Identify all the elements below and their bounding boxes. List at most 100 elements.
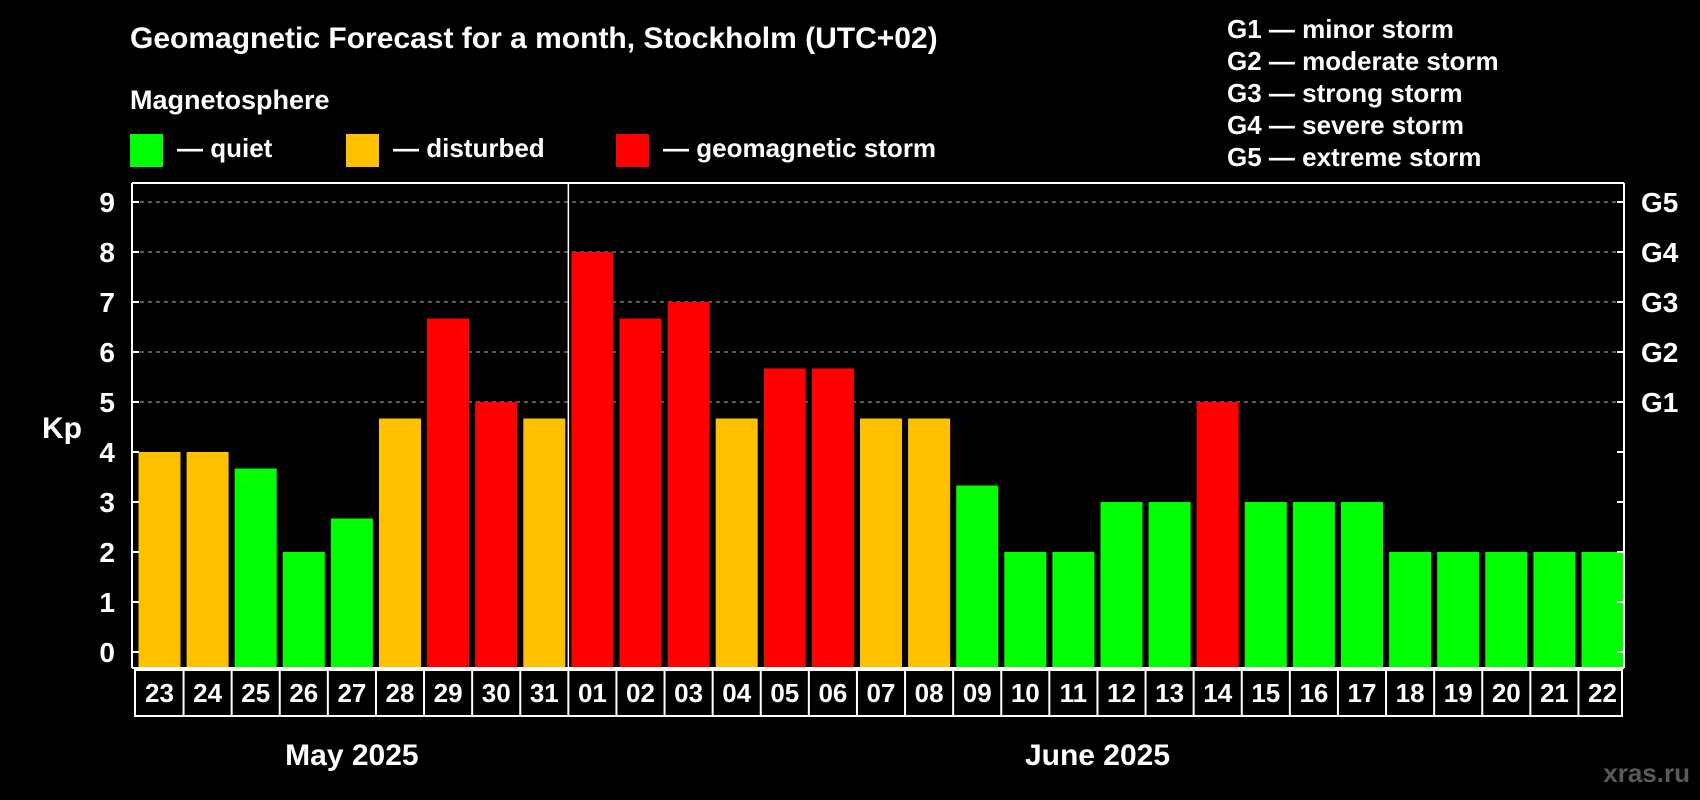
y-tick-label-4: 4	[99, 437, 115, 468]
watermark: xras.ru	[1603, 758, 1690, 788]
bar-13	[1148, 502, 1191, 668]
y-tick-label-1: 1	[99, 587, 115, 618]
day-label-8: 31	[530, 678, 559, 708]
right-label-g3: G3	[1641, 287, 1678, 318]
plot-frame	[131, 182, 1625, 669]
y-tick-label-2: 2	[99, 537, 115, 568]
bar-08	[908, 418, 951, 668]
bar-26	[282, 552, 325, 668]
day-label-24: 16	[1299, 678, 1328, 708]
y-axis-label: Kp	[42, 412, 82, 445]
day-label-21: 13	[1155, 678, 1184, 708]
day-label-30: 22	[1588, 678, 1617, 708]
day-label-22: 14	[1203, 678, 1232, 708]
y-tick-label-0: 0	[99, 637, 115, 668]
bar-01	[571, 252, 614, 668]
day-label-20: 12	[1107, 678, 1136, 708]
bar-07	[860, 418, 902, 668]
bar-31	[523, 418, 566, 668]
right-axis-storm-levels: G1 G2 G3 G4 G5	[1641, 187, 1679, 418]
day-label-15: 07	[867, 678, 896, 708]
bar-18	[1389, 552, 1432, 668]
day-label-9: 01	[578, 678, 607, 708]
y-tick-label-9: 9	[99, 187, 115, 218]
right-label-g4: G4	[1641, 237, 1679, 268]
bar-04	[715, 418, 758, 668]
day-label-2: 25	[241, 678, 270, 708]
storm-scale-g4: G4 — severe storm	[1227, 110, 1464, 140]
day-label-6: 29	[434, 678, 463, 708]
bar-19	[1437, 552, 1480, 668]
legend-swatch-disturbed	[346, 134, 379, 167]
bars	[138, 252, 1624, 668]
bar-23	[138, 452, 181, 668]
bar-28	[379, 418, 421, 668]
bar-17	[1341, 502, 1383, 668]
bar-12	[1100, 502, 1143, 668]
legend-swatch-storm	[616, 134, 649, 167]
right-label-g5: G5	[1641, 187, 1678, 218]
grid-lines	[132, 201, 1624, 403]
legend-swatch-quiet	[130, 134, 163, 167]
bar-02	[619, 318, 662, 668]
y-tick-label-3: 3	[99, 487, 115, 518]
chart-title: Geomagnetic Forecast for a month, Stockh…	[130, 22, 938, 55]
bar-16	[1292, 502, 1335, 668]
bar-15	[1244, 502, 1287, 668]
day-label-5: 28	[386, 678, 415, 708]
bar-22	[1581, 552, 1624, 668]
y-axis-ticks: 0 1 2 3 4 5 6 7 8 9	[99, 187, 1624, 668]
day-label-27: 19	[1444, 678, 1473, 708]
day-label-16: 08	[915, 678, 944, 708]
bar-25	[234, 468, 277, 668]
bar-30	[475, 402, 518, 668]
day-label-1: 24	[193, 678, 222, 708]
day-label-23: 15	[1251, 678, 1280, 708]
right-label-g1: G1	[1641, 387, 1678, 418]
bar-24	[186, 452, 229, 668]
x-axis-day-labels: 23 24 25 26 27 28 29 30 31 01 02 03 04 05 06 07 08 09 10 11…	[134, 669, 1623, 717]
x-axis-month-labels: May 2025 June 2025	[285, 739, 1170, 772]
day-label-25: 17	[1348, 678, 1377, 708]
y-tick-label-5: 5	[99, 387, 115, 418]
bar-11	[1052, 552, 1095, 668]
day-label-4: 27	[337, 678, 366, 708]
month-label-0: May 2025	[285, 739, 418, 772]
bar-03	[667, 302, 710, 668]
bar-05	[763, 368, 806, 668]
day-label-3: 26	[289, 678, 318, 708]
legend-label-disturbed: — disturbed	[393, 133, 545, 163]
day-label-11: 03	[674, 678, 703, 708]
y-tick-label-6: 6	[99, 337, 115, 368]
bar-20	[1485, 552, 1528, 668]
storm-scale-g3: G3 — strong storm	[1227, 78, 1462, 108]
magnetosphere-heading: Magnetosphere	[130, 85, 330, 115]
right-label-g2: G2	[1641, 337, 1678, 368]
day-label-17: 09	[963, 678, 992, 708]
storm-scale-g5: G5 — extreme storm	[1227, 142, 1481, 172]
bar-27	[330, 518, 373, 668]
bar-29	[427, 318, 470, 668]
day-label-28: 20	[1492, 678, 1521, 708]
legend-label-storm: — geomagnetic storm	[663, 133, 936, 163]
day-label-29: 21	[1540, 678, 1569, 708]
bar-21	[1533, 552, 1576, 668]
day-label-7: 30	[482, 678, 511, 708]
storm-scale-g1: G1 — minor storm	[1227, 14, 1454, 44]
y-tick-label-8: 8	[99, 237, 115, 268]
bar-06	[811, 368, 854, 668]
y-tick-label-7: 7	[99, 287, 115, 318]
bar-14	[1196, 402, 1239, 668]
day-label-19: 11	[1060, 678, 1088, 708]
legend-label-quiet: — quiet	[177, 133, 273, 163]
bar-10	[1004, 552, 1047, 668]
bar-09	[956, 485, 999, 668]
day-label-14: 06	[818, 678, 847, 708]
day-label-26: 18	[1396, 678, 1425, 708]
day-label-13: 05	[770, 678, 799, 708]
month-label-1: June 2025	[1025, 739, 1170, 772]
storm-scale-g2: G2 — moderate storm	[1227, 46, 1499, 76]
day-row-box	[134, 669, 1623, 717]
day-label-0: 23	[145, 678, 174, 708]
